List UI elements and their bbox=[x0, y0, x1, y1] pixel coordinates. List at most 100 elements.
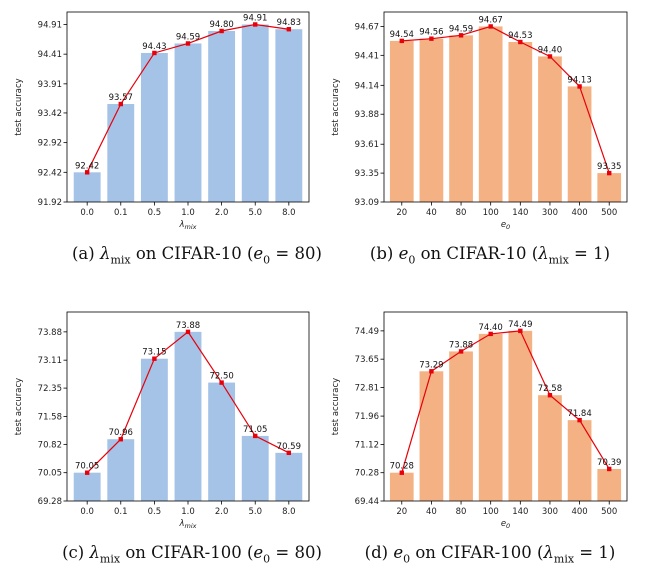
data-label-a-5: 94.91 bbox=[243, 13, 267, 23]
marker-a-3 bbox=[185, 41, 191, 46]
x-tick-label-c-0: 0.0 bbox=[80, 507, 94, 517]
x-tick-label-c-3: 1.0 bbox=[181, 507, 195, 517]
y-axis-title-b: test accuracy bbox=[331, 78, 341, 135]
caption-c: (c) λmix on CIFAR-100 (e0 = 80) bbox=[62, 543, 322, 565]
bar-b-3 bbox=[478, 26, 503, 202]
y-tick-label-d-1: 70.28 bbox=[355, 469, 379, 479]
y-tick-label-d-0: 69.44 bbox=[355, 497, 379, 507]
bar-c-1 bbox=[107, 439, 135, 501]
bar-a-4 bbox=[208, 31, 236, 202]
data-label-d-6: 71.84 bbox=[567, 409, 591, 419]
data-label-c-4: 72.50 bbox=[209, 372, 233, 382]
y-tick-label-b-1: 93.35 bbox=[355, 169, 379, 179]
y-tick-label-a-3: 93.42 bbox=[38, 109, 62, 119]
bar-b-6 bbox=[567, 86, 592, 202]
caption-b-text: on CIFAR-10 ( bbox=[415, 244, 539, 263]
data-label-a-3: 94.59 bbox=[176, 32, 200, 42]
marker-d-7 bbox=[607, 466, 612, 472]
bar-c-0 bbox=[73, 472, 101, 501]
caption-d-text: on CIFAR-100 ( bbox=[410, 543, 544, 562]
caption-d-eq: = 1) bbox=[574, 543, 616, 562]
data-label-c-0: 70.05 bbox=[75, 462, 99, 472]
marker-a-5 bbox=[253, 22, 258, 27]
y-axis-title-c: test accuracy bbox=[14, 378, 24, 435]
y-axis-title-d: test accuracy bbox=[331, 378, 341, 435]
bar-b-2 bbox=[449, 35, 473, 202]
data-label-a-2: 94.43 bbox=[142, 42, 166, 52]
caption-d-sub: mix bbox=[553, 552, 575, 566]
x-tick-label-c-1: 0.1 bbox=[114, 507, 128, 517]
x-tick-label-b-2: 80 bbox=[456, 208, 467, 218]
caption-a: (a) λmix on CIFAR-10 (e0 = 80) bbox=[72, 244, 322, 267]
x-tick-label-a-1: 0.1 bbox=[114, 208, 128, 218]
x-tick-label-d-0: 20 bbox=[396, 507, 407, 517]
bar-c-4 bbox=[208, 382, 236, 501]
marker-a-2 bbox=[152, 50, 157, 56]
y-tick-label-b-6: 94.67 bbox=[355, 22, 379, 32]
y-tick-label-a-1: 92.42 bbox=[38, 168, 62, 178]
caption-c-greek: λ bbox=[89, 543, 100, 562]
data-label-b-7: 93.35 bbox=[597, 162, 621, 172]
plot-frame-d bbox=[383, 311, 628, 502]
x-tick-label-b-6: 400 bbox=[571, 208, 587, 218]
marker-d-5 bbox=[547, 393, 553, 398]
bar-a-1 bbox=[107, 104, 135, 202]
y-tick-label-b-4: 94.14 bbox=[355, 81, 379, 91]
bar-b-7 bbox=[597, 173, 622, 202]
x-tick-label-d-6: 400 bbox=[571, 507, 587, 517]
bar-b-0 bbox=[389, 40, 414, 202]
x-tick-label-b-3: 100 bbox=[483, 208, 499, 218]
marker-b-7 bbox=[607, 170, 612, 176]
data-label-d-3: 74.40 bbox=[479, 323, 503, 333]
marker-b-2 bbox=[458, 33, 464, 38]
data-label-d-1: 73.29 bbox=[419, 360, 443, 370]
caption-c-sub: mix bbox=[99, 552, 121, 566]
marker-d-6 bbox=[577, 417, 582, 423]
marker-c-4 bbox=[219, 380, 224, 385]
y-tick-label-a-5: 94.41 bbox=[38, 50, 62, 60]
marker-c-0 bbox=[84, 470, 90, 475]
marker-b-6 bbox=[577, 84, 582, 89]
x-axis-title-d: e0 bbox=[501, 519, 510, 530]
marker-c-2 bbox=[152, 356, 157, 361]
marker-a-0 bbox=[84, 170, 90, 175]
y-tick-label-b-2: 93.61 bbox=[355, 140, 379, 150]
bar-c-6 bbox=[275, 452, 303, 501]
y-tick-label-d-6: 74.49 bbox=[355, 327, 379, 337]
caption-d-param: e bbox=[393, 543, 404, 562]
x-tick-label-d-1: 40 bbox=[426, 507, 437, 517]
caption-a-param: e bbox=[253, 244, 264, 263]
x-tick-label-a-2: 0.5 bbox=[148, 208, 162, 218]
bar-b-4 bbox=[508, 42, 533, 202]
bar-d-1 bbox=[419, 371, 444, 501]
data-label-b-3: 94.67 bbox=[479, 15, 503, 25]
data-label-b-1: 94.56 bbox=[419, 28, 443, 38]
y-tick-label-c-2: 70.82 bbox=[38, 440, 62, 450]
bar-d-2 bbox=[449, 351, 473, 501]
y-tick-label-a-0: 91.92 bbox=[38, 198, 62, 208]
marker-a-4 bbox=[219, 28, 224, 34]
series-line-d bbox=[401, 330, 610, 473]
x-tick-label-a-0: 0.0 bbox=[80, 208, 94, 218]
bar-a-0 bbox=[73, 172, 101, 202]
data-label-c-6: 70.59 bbox=[277, 442, 301, 452]
chart-panel-a: 92.42 93.57 94.43 94.59 94.80 94.91 94.83 91.92… bbox=[14, 11, 310, 231]
y-tick-label-d-4: 72.81 bbox=[355, 383, 379, 393]
x-tick-label-d-4: 140 bbox=[512, 507, 528, 517]
bar-a-2 bbox=[140, 52, 168, 202]
chart-panel-d: 70.28 73.29 73.88 74.40 74.49 72.58 71.84 70.39… bbox=[331, 311, 628, 530]
caption-a-sub: mix bbox=[110, 253, 131, 267]
data-label-c-2: 73.15 bbox=[142, 348, 166, 358]
caption-d-param-sub: 0 bbox=[403, 552, 411, 566]
x-axis-title-b: e0 bbox=[501, 220, 510, 231]
marker-b-5 bbox=[547, 54, 553, 59]
data-label-c-1: 70.96 bbox=[109, 428, 133, 438]
caption-d-label: (d) bbox=[364, 543, 389, 562]
marker-b-0 bbox=[399, 38, 404, 44]
caption-d: (d) e0 on CIFAR-100 (λmix = 1) bbox=[355, 543, 625, 565]
caption-b-param-sub: 0 bbox=[408, 253, 416, 267]
y-tick-label-b-5: 94.41 bbox=[355, 51, 379, 61]
x-axis-title-a: λmix bbox=[178, 220, 196, 231]
caption-c-param: e bbox=[253, 543, 264, 562]
